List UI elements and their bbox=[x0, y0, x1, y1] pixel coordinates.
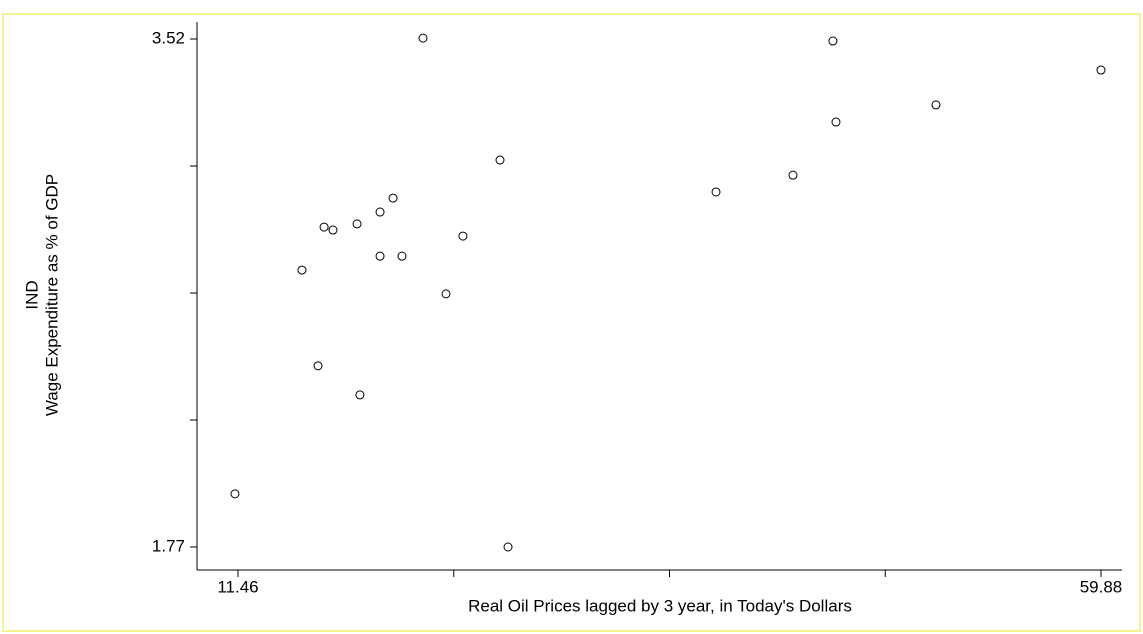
y-tick-label: 3.52 bbox=[152, 28, 185, 47]
point bbox=[352, 219, 362, 229]
point bbox=[397, 251, 407, 261]
point bbox=[503, 542, 513, 552]
point bbox=[831, 117, 841, 127]
point bbox=[788, 170, 798, 180]
point bbox=[1096, 65, 1106, 75]
point bbox=[375, 207, 385, 217]
y-tick-label: 1.77 bbox=[152, 536, 185, 555]
point bbox=[495, 155, 505, 165]
point bbox=[375, 251, 385, 261]
y-axis-label: IND Wage Expenditure as % of GDP bbox=[22, 174, 61, 416]
point bbox=[230, 489, 240, 499]
x-tick-label: 11.46 bbox=[217, 577, 258, 596]
point bbox=[458, 231, 468, 241]
point bbox=[319, 222, 329, 232]
x-tick-label: 59.88 bbox=[1080, 577, 1123, 596]
point bbox=[388, 193, 398, 203]
point bbox=[355, 390, 365, 400]
point bbox=[313, 361, 323, 371]
x-axis-label: Real Oil Prices lagged by 3 year, in Tod… bbox=[468, 596, 852, 615]
point bbox=[418, 33, 428, 43]
point bbox=[828, 36, 838, 46]
point bbox=[711, 187, 721, 197]
chart-frame bbox=[2, 13, 1141, 632]
point bbox=[931, 100, 941, 110]
y-axis-label-line: IND bbox=[22, 280, 41, 309]
point bbox=[441, 289, 451, 299]
y-axis-label-line: Wage Expenditure as % of GDP bbox=[42, 174, 61, 416]
point bbox=[297, 265, 307, 275]
point bbox=[328, 225, 338, 235]
